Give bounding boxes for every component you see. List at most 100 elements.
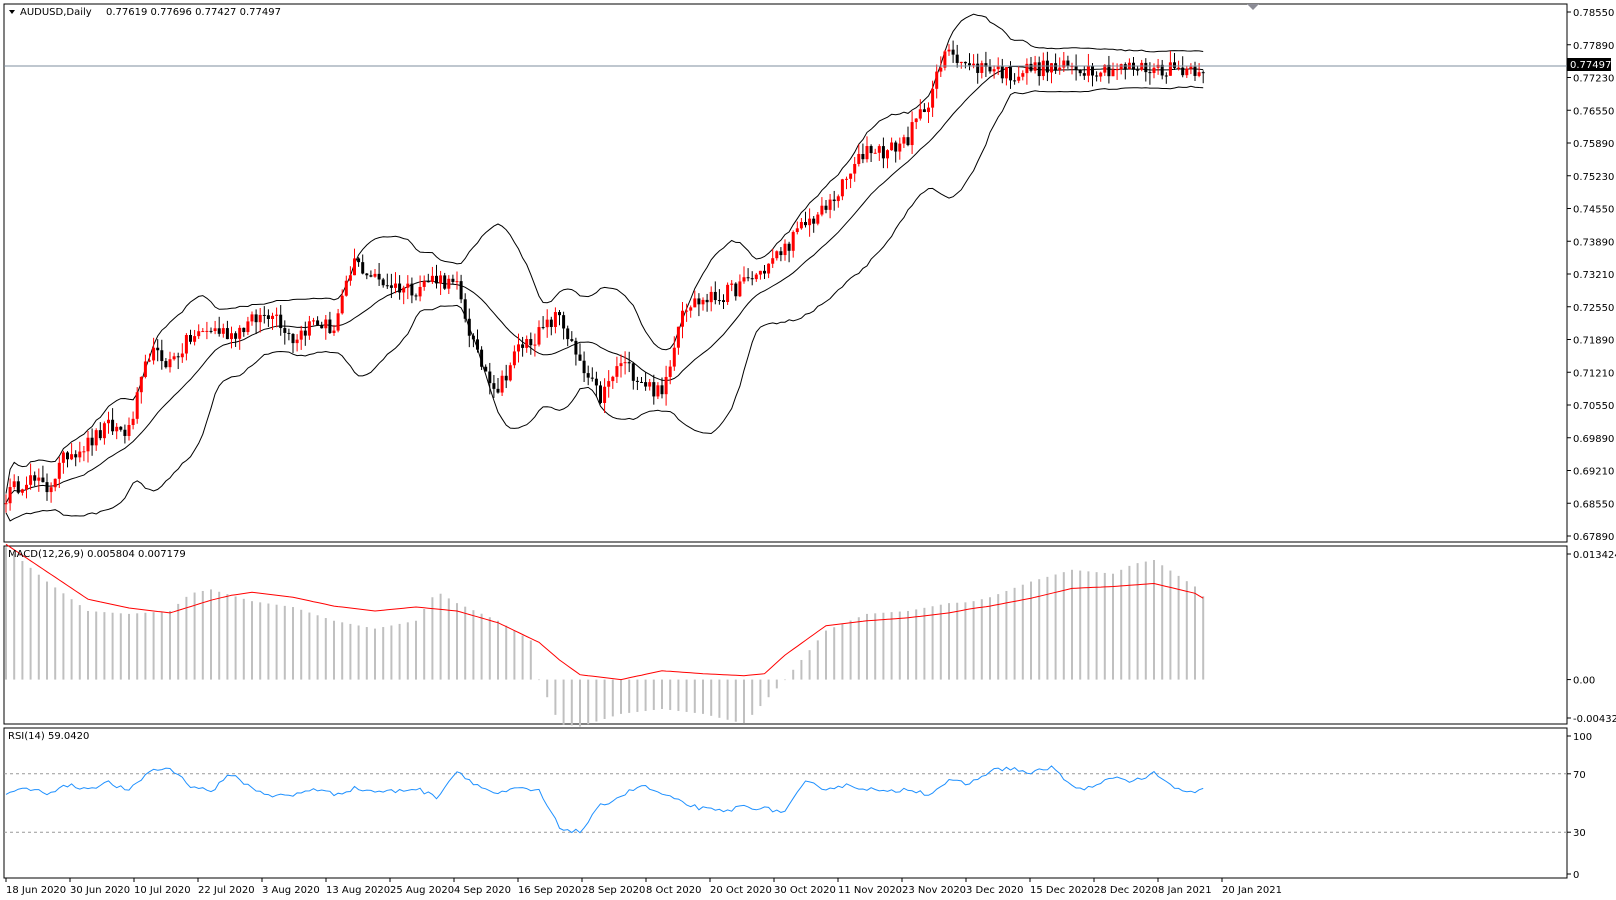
candle-body [217,328,221,334]
candle-body [1181,67,1185,76]
candle-body [394,283,397,288]
date-tick-label: 10 Jul 2020 [134,885,191,896]
candle-body [303,330,307,336]
candle-body [172,356,176,360]
macd-histogram-bar [415,620,417,680]
shift-marker-icon[interactable] [1247,4,1259,10]
candle-body [783,243,787,256]
candle-body [500,375,504,393]
macd-histogram-bar [292,607,294,680]
candle-body [1091,65,1094,76]
macd-histogram-bar [620,679,622,714]
candle-body [430,275,434,282]
macd-histogram-bar [1030,581,1032,680]
candle-body [164,361,168,368]
candle-body [16,481,20,493]
dropdown-triangle-icon[interactable] [9,10,15,14]
candle-body [1107,64,1111,77]
candle-body [578,354,582,361]
macd-histogram-bar [374,628,376,680]
macd-histogram-bar [849,620,852,680]
candle-body [299,330,303,340]
candle-body [115,426,119,432]
current-price-label: 0.77497 [1570,60,1611,71]
candle-body [972,63,976,66]
macd-series-group [5,543,1205,727]
candle-body [98,430,102,439]
candle-body [353,258,356,276]
candle-body [804,221,807,226]
candle-body [562,315,566,329]
candle-body [94,430,98,446]
rsi-label: RSI(14) 59.0420 [8,731,89,742]
candle-body [1013,80,1017,82]
candle-body [758,270,762,275]
candle-body [648,382,652,387]
macd-histogram-bar [1120,569,1123,680]
rsi-tick-label: 0 [1573,870,1579,881]
macd-histogram-bar [652,679,655,710]
macd-histogram-bar [595,679,598,722]
candle-body [898,143,902,152]
price-tick-label: 0.75890 [1573,139,1614,150]
candle-body [492,383,496,389]
macd-histogram-bar [185,596,188,680]
candle-body [381,279,385,286]
candle-body [70,454,74,460]
macd-histogram-bar [472,610,475,680]
candle-body [135,392,139,419]
macd-histogram-bar [989,597,991,680]
candle-body [1185,68,1189,76]
candle-body [541,327,545,329]
candle-body [1074,66,1078,70]
candle-body [484,366,488,372]
macd-histogram-bar [866,613,868,680]
price-tick-label: 0.77230 [1573,74,1614,85]
date-tick-label: 15 Dec 2020 [1030,885,1094,896]
macd-histogram-bar [488,617,491,680]
candle-body [213,328,217,332]
candle-body [795,228,799,233]
candle-body [107,419,110,424]
price-tick-label: 0.74550 [1573,205,1614,216]
price-series-group [4,13,1567,522]
candle-body [1152,67,1156,73]
candle-body [230,333,233,340]
candle-body [738,281,742,297]
candle-body [139,376,143,393]
candle-body [33,475,37,481]
candle-body [853,163,857,174]
macd-histogram-bar [259,602,262,680]
candle-body [693,298,697,308]
candle-body [570,339,574,341]
macd-panel-frame [3,545,1568,725]
macd-histogram-bar [956,602,959,680]
candle-body [66,452,69,460]
macd-histogram-bar [1095,572,1098,680]
macd-histogram-bar [644,679,647,711]
candle-body [180,353,184,358]
candle-body [398,283,402,293]
macd-histogram-bar [308,612,311,680]
macd-histogram-bar [587,679,590,725]
candle-body [1062,60,1066,68]
candle-body [295,339,299,344]
macd-histogram-bar [1013,587,1016,680]
macd-histogram-bar [718,679,721,718]
candle-body [906,137,910,146]
date-tick-label: 20 Jan 2021 [1222,885,1282,896]
candle-body [959,61,963,63]
candle-body [402,287,406,293]
macd-histogram-bar [857,617,860,680]
candle-body [221,328,225,334]
macd-histogram-bar [193,592,196,680]
candle-body [328,319,332,333]
candle-body [148,360,151,362]
date-tick-label: 25 Aug 2020 [390,885,454,896]
symbol-label: AUDUSD,Daily [20,7,92,18]
candle-body [340,295,344,314]
price-tick-label: 0.78550 [1573,8,1614,19]
price-tick-label: 0.72550 [1573,303,1614,314]
candle-body [594,378,598,386]
date-tick-label: 22 Jul 2020 [198,885,255,896]
